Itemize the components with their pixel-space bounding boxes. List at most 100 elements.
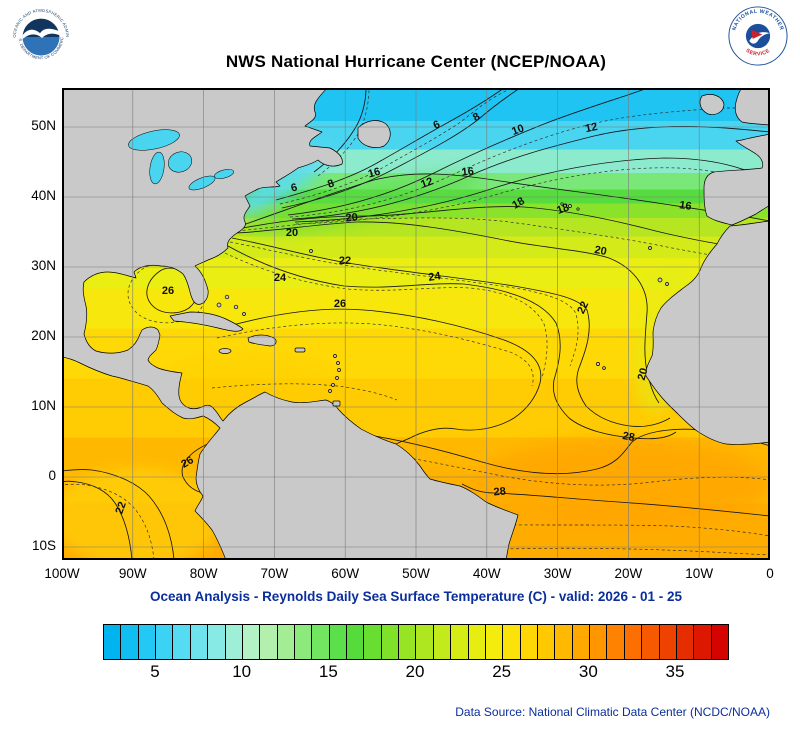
nws-ring-text-bottom: SERVICE xyxy=(745,48,772,58)
contour-label-20: 20 xyxy=(636,367,651,382)
colorbar-cell-31 xyxy=(642,625,659,659)
lon-label-10W: 10W xyxy=(685,566,714,581)
lon-label-80W: 80W xyxy=(189,566,218,581)
land-atlantic-islands xyxy=(560,202,669,370)
colorbar-cell-2 xyxy=(138,625,156,659)
temperature-colorbar xyxy=(103,624,729,660)
contour-label-26: 26 xyxy=(179,454,196,471)
colorbar-cell-4 xyxy=(173,625,190,659)
colorbar-cell-5 xyxy=(190,625,208,659)
land-british-isles xyxy=(734,88,770,126)
contour-label-22: 22 xyxy=(575,300,591,316)
colorbar-cell-22 xyxy=(485,625,503,659)
colorbar-cell-21 xyxy=(468,625,485,659)
lat-label-20N: 20N xyxy=(31,328,56,343)
contour-label-24: 24 xyxy=(428,270,443,284)
graticule xyxy=(62,88,770,560)
lon-label-100W: 100W xyxy=(44,566,80,581)
contour-label-26: 26 xyxy=(162,285,174,297)
land-africa xyxy=(645,220,770,445)
land-newfoundland xyxy=(357,120,391,148)
colorbar-cell-27 xyxy=(572,625,590,659)
colorbar-cell-16 xyxy=(381,625,399,659)
map-caption: Ocean Analysis - Reynolds Daily Sea Surf… xyxy=(150,589,682,604)
colorbar-tick-5: 5 xyxy=(150,662,160,681)
datasource-credit: Data Source: National Climatic Data Cent… xyxy=(455,705,770,719)
contour-label-24: 24 xyxy=(274,272,287,284)
colorbar-cell-23 xyxy=(503,625,520,659)
colorbar-cell-12 xyxy=(312,625,329,659)
contour-label-20: 20 xyxy=(345,212,358,225)
colorbar-cell-15 xyxy=(364,625,381,659)
contour-label-16: 16 xyxy=(461,166,474,179)
land-cuba xyxy=(169,311,244,332)
colorbar-tick-10: 10 xyxy=(232,662,252,681)
colorbar-tick-30: 30 xyxy=(578,662,598,681)
contour-label-12: 12 xyxy=(419,175,435,190)
land-bermuda xyxy=(309,249,313,253)
land-americas xyxy=(62,88,519,560)
colorbar-cell-35 xyxy=(711,625,728,659)
lat-label-0: 0 xyxy=(48,468,56,483)
colorbar-tick-35: 35 xyxy=(665,662,685,681)
contour-label-18: 18 xyxy=(510,195,527,212)
land-ireland xyxy=(699,94,725,115)
colorbar-cell-1 xyxy=(121,625,138,659)
map-frame xyxy=(62,88,770,560)
contour-label-20: 20 xyxy=(593,244,607,258)
contour-label-8: 8 xyxy=(326,177,336,190)
contour-label-16: 16 xyxy=(679,199,693,213)
contour-labels: 6 8 10 12 6 8 16 12 16 18 18 16 20 20 20 22 24 24 26 26 22 20… xyxy=(113,111,692,516)
colorbar-cell-13 xyxy=(329,625,347,659)
colorbar-cell-14 xyxy=(347,625,364,659)
contour-label-22: 22 xyxy=(339,255,351,267)
land-iberia-france xyxy=(703,133,770,226)
colorbar-cell-25 xyxy=(537,625,555,659)
lat-label-10N: 10N xyxy=(31,398,56,413)
colorbar-cell-19 xyxy=(433,625,451,659)
colorbar-cell-8 xyxy=(242,625,260,659)
land-puerto-rico xyxy=(294,347,306,353)
contour-label-28: 28 xyxy=(493,486,506,499)
page-title: NWS National Hurricane Center (NCEP/NOAA… xyxy=(225,52,607,71)
contour-label-10: 10 xyxy=(510,122,526,137)
lat-label-50N: 50N xyxy=(31,118,56,133)
lon-label-90W: 90W xyxy=(118,566,147,581)
lon-label-50W: 50W xyxy=(402,566,430,581)
contour-label-6: 6 xyxy=(431,119,442,132)
noaa-emblem-sea xyxy=(22,37,60,56)
colorbar-tick-15: 15 xyxy=(318,662,338,681)
colorbar-cell-33 xyxy=(676,625,694,659)
colorbar-cell-30 xyxy=(624,625,642,659)
colorbar-cell-17 xyxy=(399,625,416,659)
lon-label-0: 0 xyxy=(766,566,774,581)
colorbar-cell-11 xyxy=(294,625,312,659)
colorbar-cell-10 xyxy=(277,625,294,659)
colorbar-tick-25: 25 xyxy=(492,662,512,681)
land-jamaica xyxy=(218,348,232,354)
nws-logo-icon: NATIONAL WEATHER SERVICE xyxy=(728,6,788,66)
contour-label-26: 26 xyxy=(334,298,346,310)
land-bahamas xyxy=(216,294,246,316)
colorbar-cell-20 xyxy=(451,625,468,659)
colorbar-cell-26 xyxy=(555,625,572,659)
colorbar-cell-28 xyxy=(590,625,607,659)
contour-label-8: 8 xyxy=(471,111,482,124)
lat-label-40N: 40N xyxy=(31,188,56,203)
lon-label-30W: 30W xyxy=(543,566,572,581)
lat-label-10S: 10S xyxy=(31,538,56,553)
land-hispaniola xyxy=(247,334,277,347)
lon-label-40W: 40W xyxy=(472,566,501,581)
colorbar-cell-0 xyxy=(104,625,121,659)
noaa-seagull-icon xyxy=(22,28,60,39)
lon-label-70W: 70W xyxy=(260,566,289,581)
contour-label-18: 18 xyxy=(555,201,571,216)
colorbar-cell-32 xyxy=(659,625,676,659)
nws-swirl-icon xyxy=(749,32,770,44)
contour-label-16: 16 xyxy=(367,166,382,181)
colorbar-tick-20: 20 xyxy=(405,662,425,681)
colorbar-cell-34 xyxy=(694,625,711,659)
lat-label-30N: 30N xyxy=(31,258,56,273)
contour-label-12: 12 xyxy=(584,121,598,135)
